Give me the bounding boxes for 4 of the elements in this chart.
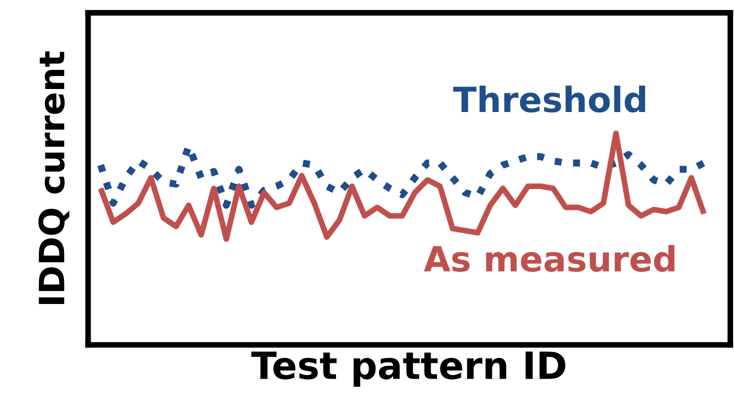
x-axis-title: Test pattern ID <box>251 352 566 387</box>
series-label: As measured <box>424 245 674 272</box>
y-axis-title: IDDQ current <box>38 51 70 304</box>
series-label: Threshold <box>453 86 646 113</box>
